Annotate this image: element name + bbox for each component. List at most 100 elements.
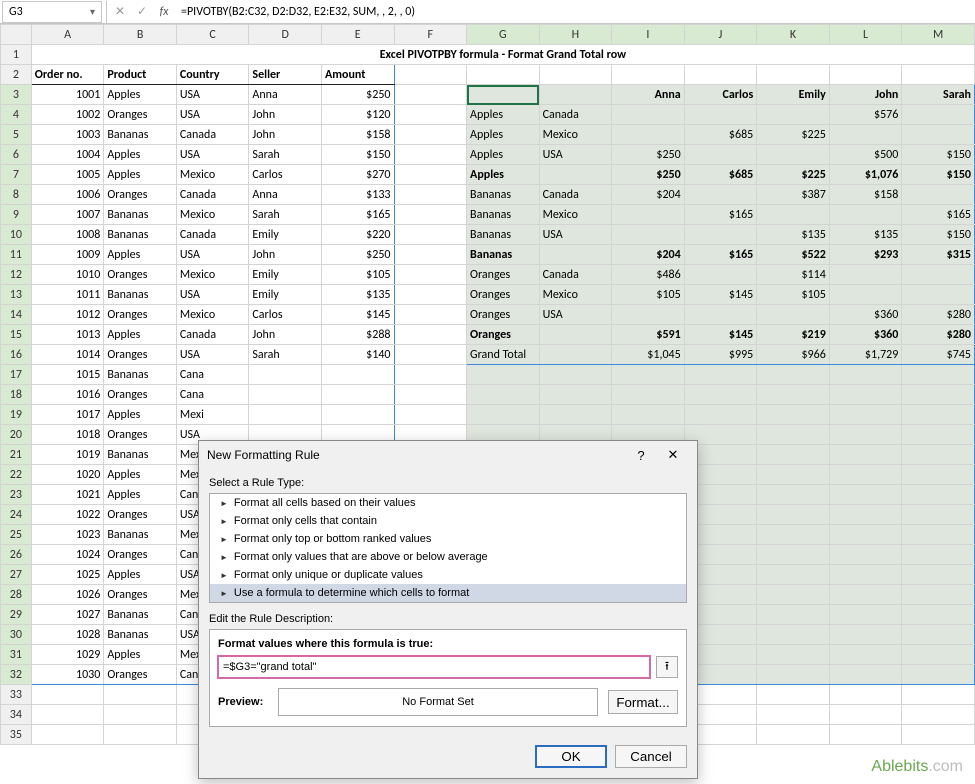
row-header-4[interactable]: 4 <box>1 105 32 125</box>
row-header-9[interactable]: 9 <box>1 205 32 225</box>
cell-F12[interactable] <box>394 265 467 285</box>
pivot-cell[interactable] <box>684 105 757 125</box>
source-cell[interactable]: Sarah <box>249 145 322 165</box>
pivot-cell[interactable]: Apples <box>467 165 540 185</box>
source-cell[interactable]: 1001 <box>31 85 104 105</box>
pivot-cell[interactable]: $204 <box>612 185 685 205</box>
source-cell[interactable]: Bananas <box>104 525 177 545</box>
empty-pivot-cell[interactable] <box>902 365 975 385</box>
source-cell[interactable]: 1027 <box>31 605 104 625</box>
source-cell[interactable]: Apples <box>104 645 177 665</box>
row-header-11[interactable]: 11 <box>1 245 32 265</box>
source-cell[interactable]: John <box>249 245 322 265</box>
pivot-cell[interactable] <box>612 105 685 125</box>
empty-pivot-cell[interactable] <box>757 425 830 445</box>
pivot-cell[interactable]: $280 <box>902 325 975 345</box>
source-cell[interactable]: $250 <box>321 85 394 105</box>
source-cell[interactable]: Oranges <box>104 505 177 525</box>
cell-A33[interactable] <box>31 685 104 705</box>
pivot-cell[interactable]: Apples <box>467 105 540 125</box>
pivot-cell[interactable]: Oranges <box>467 285 540 305</box>
empty-pivot-cell[interactable] <box>467 405 540 425</box>
pivot-cell[interactable]: Apples <box>467 125 540 145</box>
cell-M2[interactable] <box>902 65 975 85</box>
empty-pivot-cell[interactable] <box>757 465 830 485</box>
source-cell[interactable]: Bananas <box>104 205 177 225</box>
empty-pivot-cell[interactable] <box>829 545 902 565</box>
source-cell[interactable]: 1026 <box>31 585 104 605</box>
rule-type-item[interactable]: Format only cells that contain <box>210 512 686 530</box>
row-header-6[interactable]: 6 <box>1 145 32 165</box>
cell-H2[interactable] <box>539 65 612 85</box>
source-cell[interactable] <box>321 365 394 385</box>
col-header-L[interactable]: L <box>829 25 902 45</box>
cell-G2[interactable] <box>467 65 540 85</box>
pivot-cell[interactable]: Grand Total <box>467 345 540 365</box>
source-cell[interactable]: Oranges <box>104 425 177 445</box>
pivot-cell[interactable]: $225 <box>757 125 830 145</box>
pivot-cell[interactable]: $250 <box>612 145 685 165</box>
source-cell[interactable] <box>321 405 394 425</box>
source-cell[interactable]: $145 <box>321 305 394 325</box>
source-cell[interactable]: $220 <box>321 225 394 245</box>
cancel-button[interactable]: Cancel <box>615 745 687 768</box>
pivot-cell[interactable] <box>612 305 685 325</box>
collapse-dialog-icon[interactable]: ⭱ <box>656 656 678 678</box>
col-header-I[interactable]: I <box>612 25 685 45</box>
pivot-cell[interactable]: USA <box>539 145 612 165</box>
pivot-cell[interactable]: $145 <box>684 285 757 305</box>
source-cell[interactable]: Sarah <box>249 345 322 365</box>
empty-pivot-cell[interactable] <box>829 665 902 685</box>
source-cell[interactable]: Emily <box>249 225 322 245</box>
pivot-cell[interactable]: Canada <box>539 185 612 205</box>
source-cell[interactable]: $133 <box>321 185 394 205</box>
pivot-cell[interactable]: $995 <box>684 345 757 365</box>
empty-pivot-cell[interactable] <box>902 405 975 425</box>
col-header-D[interactable]: D <box>249 25 322 45</box>
source-cell[interactable]: 1029 <box>31 645 104 665</box>
source-cell[interactable]: 1016 <box>31 385 104 405</box>
source-cell[interactable]: Bananas <box>104 225 177 245</box>
source-cell[interactable]: Canada <box>176 185 249 205</box>
empty-pivot-cell[interactable] <box>757 525 830 545</box>
row-header-34[interactable]: 34 <box>1 705 32 725</box>
rule-formula-input[interactable]: =$G3="grand total" <box>218 656 650 678</box>
source-cell[interactable]: 1010 <box>31 265 104 285</box>
empty-pivot-cell[interactable] <box>757 605 830 625</box>
pivot-cell[interactable]: $280 <box>902 305 975 325</box>
pivot-cell[interactable] <box>757 145 830 165</box>
empty-pivot-cell[interactable] <box>902 445 975 465</box>
source-cell[interactable]: Mexico <box>176 165 249 185</box>
source-cell[interactable]: Apples <box>104 245 177 265</box>
source-cell[interactable]: Bananas <box>104 625 177 645</box>
cell-F13[interactable] <box>394 285 467 305</box>
source-cell[interactable]: $120 <box>321 105 394 125</box>
source-cell[interactable]: Apples <box>104 405 177 425</box>
source-cell[interactable]: Oranges <box>104 305 177 325</box>
empty-pivot-cell[interactable] <box>902 625 975 645</box>
pivot-cell[interactable]: $135 <box>757 225 830 245</box>
pivot-cell[interactable]: $387 <box>757 185 830 205</box>
pivot-cell[interactable]: $500 <box>829 145 902 165</box>
source-cell[interactable]: Apples <box>104 465 177 485</box>
pivot-cell[interactable]: $745 <box>902 345 975 365</box>
row-header-21[interactable]: 21 <box>1 445 32 465</box>
source-cell[interactable]: Oranges <box>104 105 177 125</box>
source-cell[interactable]: Oranges <box>104 345 177 365</box>
source-cell[interactable]: Apples <box>104 145 177 165</box>
format-button[interactable]: Format... <box>608 690 678 714</box>
empty-pivot-cell[interactable] <box>829 485 902 505</box>
empty-pivot-cell[interactable] <box>757 625 830 645</box>
pivot-cell[interactable]: $1,729 <box>829 345 902 365</box>
empty-pivot-cell[interactable] <box>902 485 975 505</box>
pivot-cell[interactable]: $522 <box>757 245 830 265</box>
cell-K35[interactable] <box>757 725 830 745</box>
pivot-cell[interactable]: $105 <box>612 285 685 305</box>
source-cell[interactable]: 1018 <box>31 425 104 445</box>
source-cell[interactable]: Bananas <box>104 445 177 465</box>
source-cell[interactable]: Apples <box>104 325 177 345</box>
source-cell[interactable]: Mexico <box>176 265 249 285</box>
cell-M33[interactable] <box>902 685 975 705</box>
pivot-cell[interactable]: $105 <box>757 285 830 305</box>
pivot-cell[interactable]: USA <box>539 305 612 325</box>
